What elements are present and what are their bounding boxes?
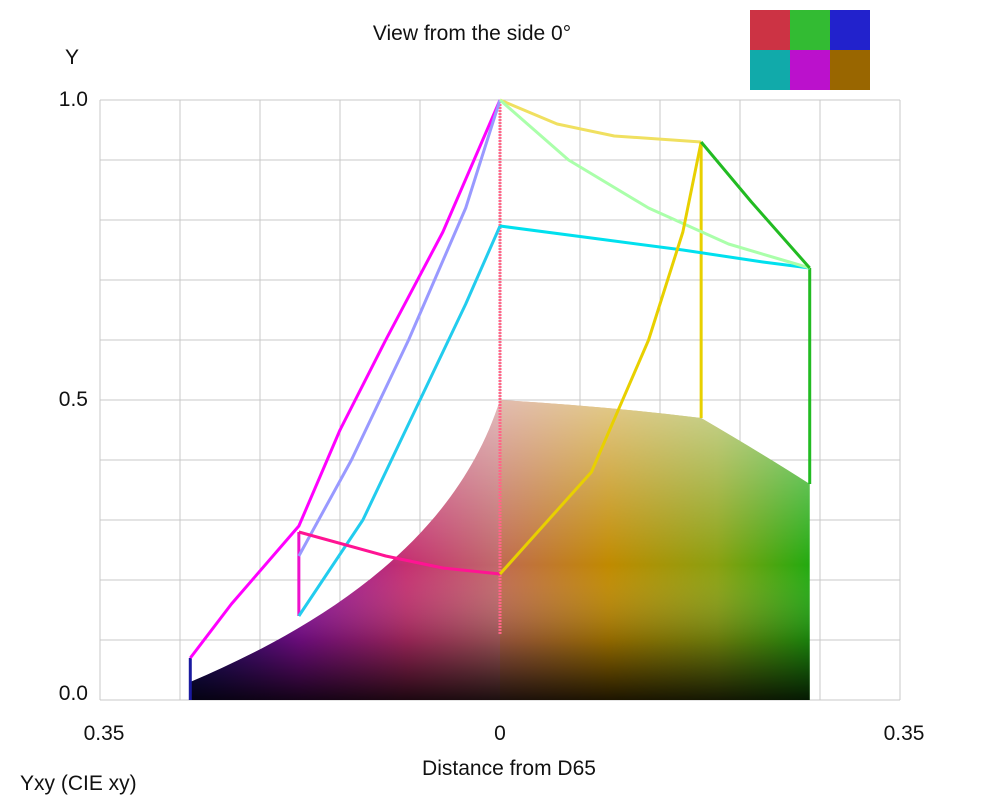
footer-label: Yxy (CIE xy) xyxy=(20,772,137,795)
thumbnail-swatch xyxy=(790,10,830,50)
y-tick-label: 0.5 xyxy=(59,388,88,411)
series-line xyxy=(298,530,501,576)
chart-title: View from the side 0° xyxy=(373,22,571,45)
y-axis-label: Y xyxy=(65,46,79,69)
x-tick-label: 0.35 xyxy=(884,722,925,745)
thumbnail-swatch xyxy=(830,10,870,50)
color-solid-surface xyxy=(188,100,812,700)
color-thumbnail xyxy=(750,10,870,90)
series-line xyxy=(499,224,810,270)
series-line xyxy=(499,98,702,144)
y-tick-label: 0.0 xyxy=(59,682,88,705)
series-line xyxy=(499,98,811,270)
thumbnail-swatch xyxy=(750,50,790,90)
series-lines xyxy=(189,98,811,659)
series-line xyxy=(498,141,703,576)
x-tick-label: 0.35 xyxy=(84,722,125,745)
series-line xyxy=(297,99,502,557)
x-tick-label: 0 xyxy=(494,722,506,745)
series-line xyxy=(189,99,502,659)
series-line xyxy=(699,141,811,269)
series-line xyxy=(297,225,502,617)
x-axis-label: Distance from D65 xyxy=(422,757,596,780)
y-tick-label: 1.0 xyxy=(59,88,88,111)
thumbnail-swatch xyxy=(790,50,830,90)
thumbnail-swatch xyxy=(830,50,870,90)
thumbnail-swatch xyxy=(750,10,790,50)
